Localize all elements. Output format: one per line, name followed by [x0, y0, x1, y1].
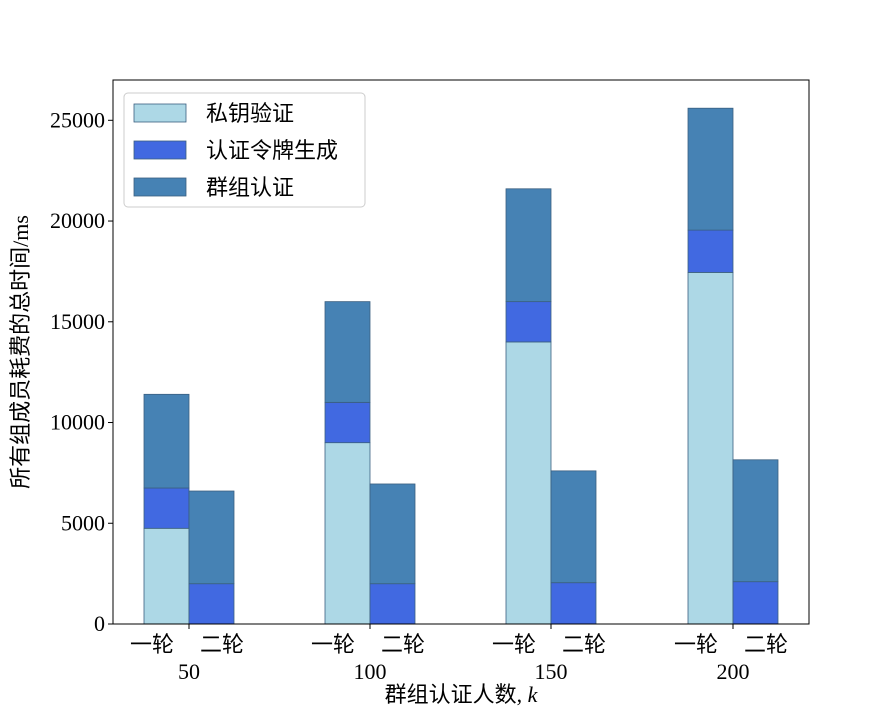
bar-150-round2-series1 — [550, 582, 597, 625]
bar-100-round1-series0 — [324, 442, 371, 625]
bar-50-round1-series1 — [143, 487, 190, 529]
legend-label: 群组认证 — [206, 175, 294, 200]
bar-150-round1-series0 — [505, 341, 552, 625]
x-sub-label-round1: 一轮 — [311, 632, 355, 657]
bar-50-round2-series2 — [188, 490, 235, 585]
bar-50-round1-series0 — [143, 527, 190, 625]
x-sub-label-round1: 一轮 — [492, 632, 536, 657]
y-tick-label: 25000 — [50, 107, 105, 132]
bar-100-round1-series2 — [324, 301, 371, 403]
bar-100-round2-series1 — [369, 583, 416, 625]
x-group-label: 200 — [717, 659, 750, 684]
bar-200-round1-series2 — [687, 107, 734, 231]
bar-100-round1-series1 — [324, 401, 371, 444]
bar-100-round2-series2 — [369, 483, 416, 585]
bar-50-round1-series2 — [143, 393, 190, 489]
bar-200-round2-series1 — [732, 581, 779, 625]
bar-150-round1-series1 — [505, 301, 552, 343]
x-sub-label-round2: 二轮 — [381, 632, 425, 657]
legend-swatch — [133, 103, 187, 123]
bar-150-round2-series2 — [550, 470, 597, 584]
y-tick-label: 0 — [94, 611, 105, 636]
bar-50-round2-series1 — [188, 583, 235, 625]
x-group-label: 50 — [178, 659, 200, 684]
y-tick-label: 15000 — [50, 309, 105, 334]
y-tick-label: 10000 — [50, 410, 105, 435]
legend-swatch — [133, 140, 187, 160]
x-sub-label-round2: 二轮 — [562, 632, 606, 657]
legend-label: 认证令牌生成 — [206, 138, 338, 163]
legend-swatch — [133, 177, 187, 197]
x-sub-label-round1: 一轮 — [674, 632, 718, 657]
y-axis-label: 所有组成员耗费的总时间/ms — [8, 215, 33, 489]
x-group-label: 100 — [354, 659, 387, 684]
bars-layer — [143, 107, 779, 625]
x-sub-label-round2: 二轮 — [744, 632, 788, 657]
plot-frame — [112, 79, 810, 625]
y-tick-label: 5000 — [61, 510, 105, 535]
x-sub-label-round1: 一轮 — [130, 632, 174, 657]
x-axis-label: 群组认证人数, k — [385, 682, 539, 707]
legend-label: 私钥验证 — [206, 101, 294, 126]
y-axis: 0 5000 10000 15000 20000 25000 — [50, 107, 113, 636]
bar-200-round2-series2 — [732, 459, 779, 583]
bar-150-round1-series2 — [505, 188, 552, 303]
y-tick-label: 20000 — [50, 208, 105, 233]
bar-200-round1-series0 — [687, 272, 734, 625]
x-group-label: 150 — [535, 659, 568, 684]
bar-200-round1-series1 — [687, 229, 734, 273]
x-sub-label-round2: 二轮 — [200, 632, 244, 657]
